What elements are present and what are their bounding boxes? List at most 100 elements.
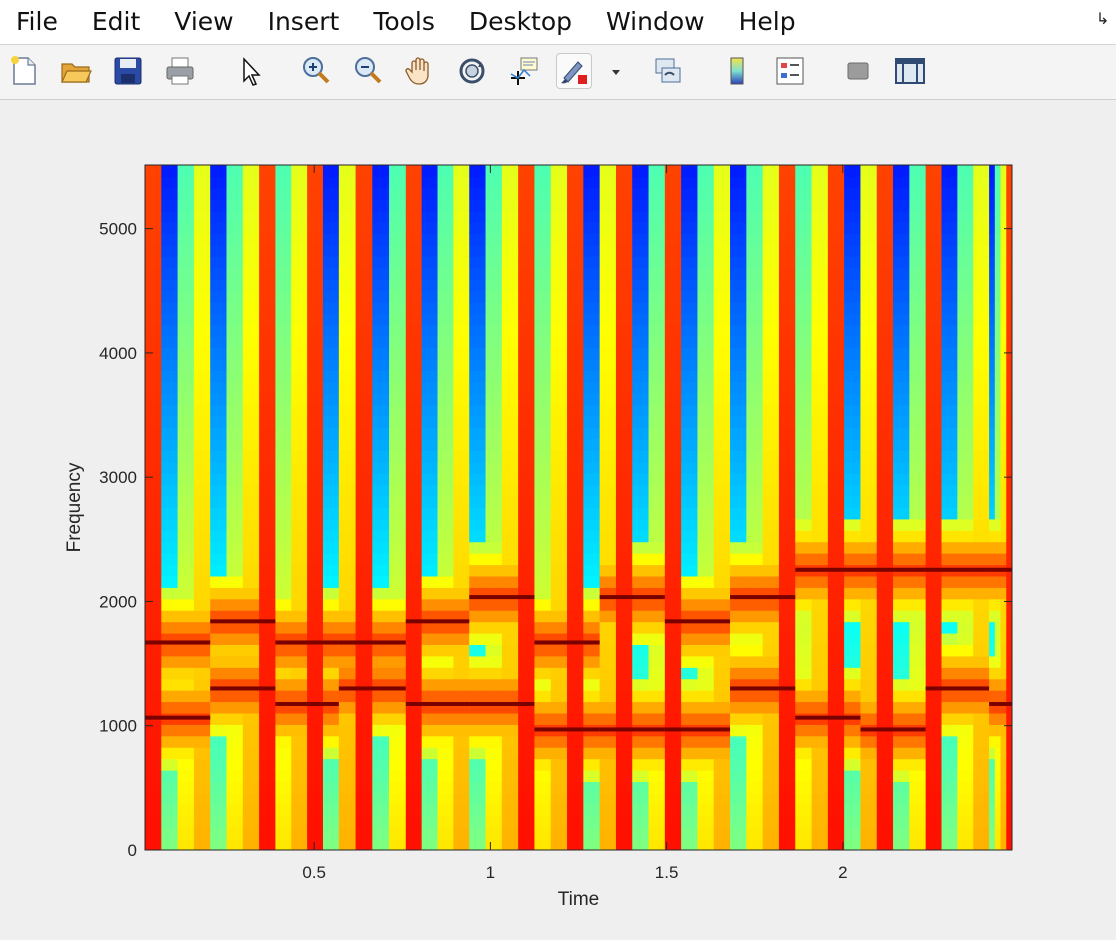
link-plot-icon[interactable] (650, 53, 686, 89)
spectrogram-cell (778, 827, 796, 840)
spectrogram-cell (941, 393, 958, 406)
spectrogram-cell (161, 576, 179, 588)
data-cursor-icon[interactable] (506, 53, 542, 89)
spectrogram-cell (973, 827, 990, 840)
spectrogram-cell (893, 507, 910, 520)
spectrogram-cell (226, 416, 244, 429)
spectrogram-cell (567, 541, 584, 554)
spectrogram-cell (453, 336, 470, 349)
spectrogram-cell (632, 804, 650, 817)
dock-arrow-icon[interactable]: ↳ (1096, 11, 1110, 28)
spectrogram-cell (632, 165, 650, 177)
menu-desktop[interactable]: Desktop (468, 7, 573, 36)
spectrogram-cell (583, 267, 601, 280)
spectrogram-cell (161, 302, 179, 314)
menu-view[interactable]: View (174, 7, 234, 36)
spectrogram-cell (161, 690, 179, 703)
spectrogram-cell (437, 450, 454, 463)
spectrogram-cell (599, 244, 617, 257)
spectrogram-cell (405, 678, 423, 691)
spectrogram-cell (664, 621, 682, 634)
menu-insert[interactable]: Insert (267, 7, 340, 36)
menu-help[interactable]: Help (738, 7, 796, 36)
spectrogram-cell (177, 404, 195, 417)
spectrogram-cell (795, 324, 813, 337)
edit-plot-arrow-icon[interactable] (232, 53, 268, 89)
menu-tools[interactable]: Tools (373, 7, 435, 36)
spectrogram-cell (567, 781, 584, 794)
spectrogram-cell (421, 427, 439, 440)
spectrogram-cell (567, 827, 584, 840)
spectrogram-cell (1000, 735, 1007, 748)
save-icon[interactable] (110, 53, 146, 89)
spectrogram-cell (876, 313, 894, 326)
spectrogram-cell (193, 678, 211, 691)
open-file-icon[interactable] (58, 53, 94, 89)
spectrogram-cell (322, 187, 340, 200)
spectrogram-cell (338, 781, 357, 794)
spectrogram-cell (242, 347, 260, 360)
zoom-out-icon[interactable] (350, 53, 386, 89)
spectrogram-cell (307, 484, 324, 497)
pan-hand-icon[interactable] (402, 53, 438, 89)
colorbar-icon[interactable] (720, 53, 756, 89)
chevron-down-icon[interactable] (610, 67, 622, 77)
spectrogram-cell (291, 233, 308, 246)
spectrogram-cell (355, 416, 373, 429)
spectrogram-cell (469, 359, 487, 371)
spectrogram-cell (713, 187, 731, 200)
spectrogram-cell (681, 678, 698, 691)
menu-window[interactable]: Window (606, 7, 705, 36)
spectrogram-cell (534, 701, 552, 714)
spectrogram-cell (210, 610, 228, 623)
spectrogram-cell (389, 576, 407, 588)
spectrogram-cell (615, 165, 633, 177)
spectrogram-cell (909, 507, 927, 520)
spectrogram-cell (648, 210, 666, 223)
brush-icon[interactable] (556, 53, 592, 89)
spectrogram-cell (338, 267, 357, 280)
spectrogram-cell (453, 450, 470, 463)
menu-file[interactable]: File (16, 7, 58, 36)
print-icon[interactable] (162, 53, 198, 89)
spectrogram-cell (762, 404, 780, 417)
spectrogram-cell (778, 541, 796, 554)
hide-plot-tools-icon[interactable] (840, 53, 876, 89)
zoom-in-icon[interactable] (298, 53, 334, 89)
spectrogram-cell (1000, 530, 1007, 543)
spectrogram-cell (567, 267, 584, 280)
spectrogram-cell (811, 724, 829, 737)
spectrogram-cell (697, 336, 715, 349)
spectrogram-cell (193, 518, 211, 531)
spectrogram-cell (550, 518, 568, 531)
spectrogram-cell (405, 667, 423, 680)
spectrogram-cell (161, 815, 179, 828)
spectrogram-cell (730, 678, 747, 691)
spectrogram-cell (844, 233, 861, 246)
spectrogram-cell (746, 176, 764, 189)
spectrogram-cell (989, 576, 996, 588)
spectrogram-cell (275, 267, 292, 280)
spectrogram-cell (876, 404, 894, 417)
spectrogram-cell (453, 256, 470, 269)
legend-icon[interactable] (772, 53, 808, 89)
spectrogram-cell (405, 313, 423, 326)
spectrogram-cell (860, 484, 878, 497)
menu-edit[interactable]: Edit (91, 7, 141, 36)
new-figure-icon[interactable] (6, 53, 42, 89)
spectrogram-cell (534, 770, 552, 782)
spectrogram-cell (909, 393, 927, 406)
spectrogram-cell (307, 678, 324, 691)
show-plot-tools-icon[interactable] (892, 53, 928, 89)
spectrogram-cell (389, 644, 407, 657)
spectrogram-cell (648, 290, 666, 303)
spectrogram-cell (648, 165, 666, 177)
spectrogram-cell (632, 267, 650, 280)
spectrogram-cell (811, 404, 829, 417)
spectrogram-cell (795, 187, 813, 200)
spectrogram-cell (615, 633, 633, 645)
spectrogram-cell (161, 518, 179, 531)
spectrogram-cell (632, 564, 650, 577)
spectrogram-cell (338, 792, 357, 805)
rotate-3d-icon[interactable] (454, 53, 490, 89)
